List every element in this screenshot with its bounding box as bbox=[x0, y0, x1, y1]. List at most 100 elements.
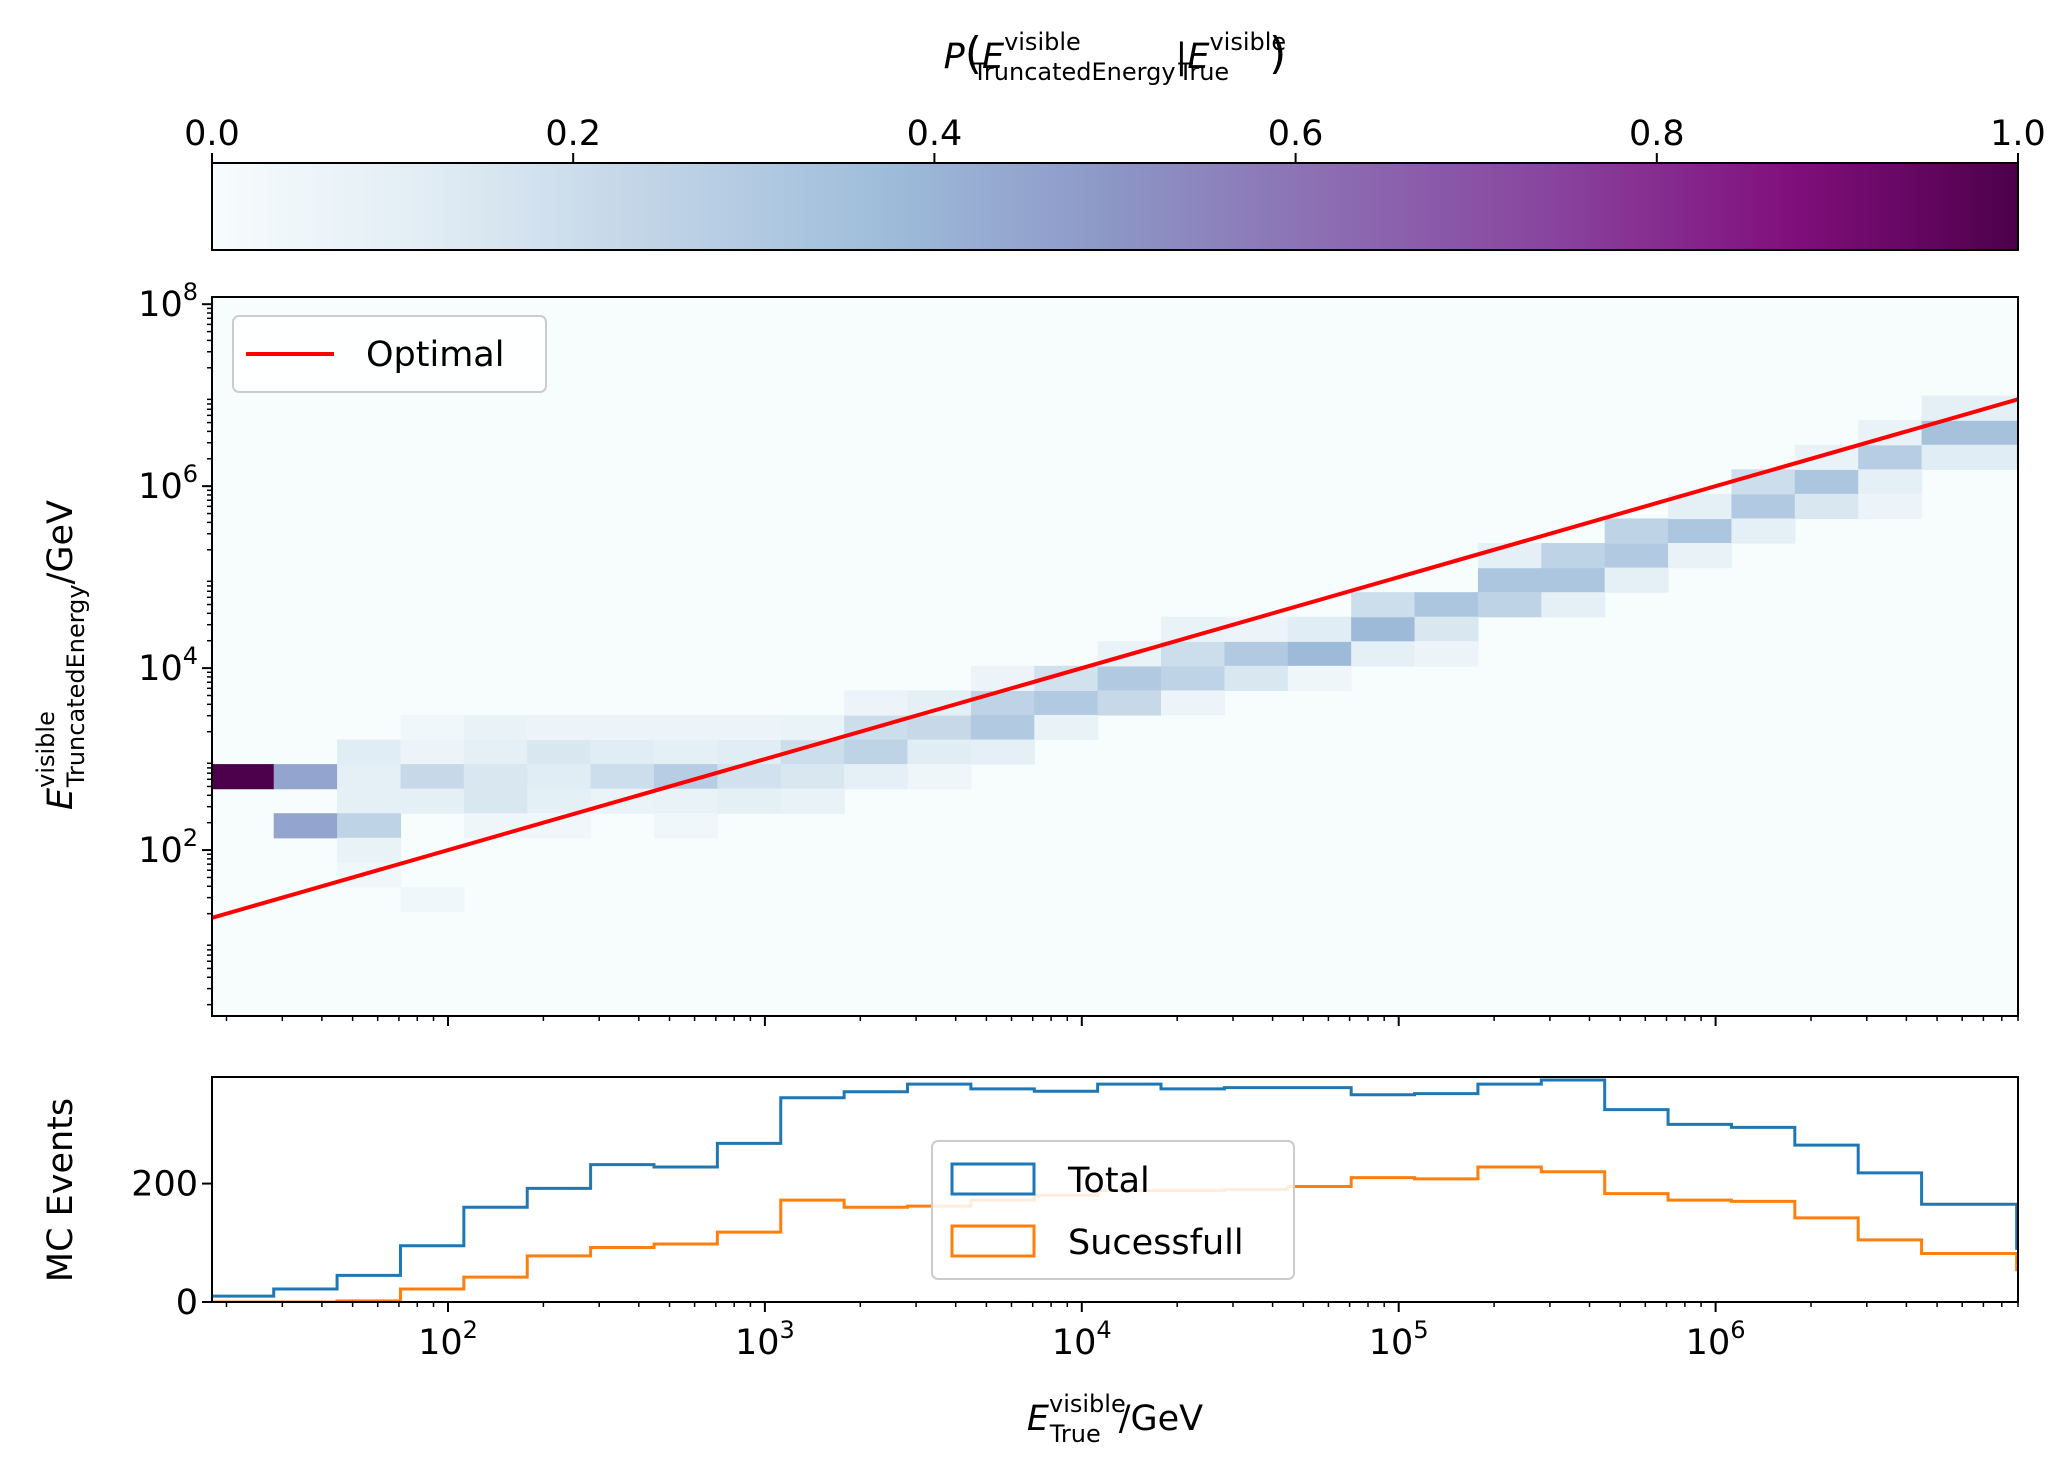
heatmap-cell bbox=[653, 788, 718, 814]
heatmap-ytick-label: 106 bbox=[138, 460, 198, 507]
heatmap-cell bbox=[1921, 395, 2018, 421]
heatmap-cell bbox=[1604, 518, 1669, 544]
heatmap-cell bbox=[1731, 518, 1796, 544]
colorbar-label: P(Evisible TruncatedEnergy|Evisible True) bbox=[944, 28, 1287, 86]
histogram-ytick-label: 0 bbox=[176, 1283, 198, 1323]
heatmap-cell bbox=[844, 690, 909, 716]
heatmap-cell bbox=[717, 788, 782, 814]
heatmap-cell bbox=[590, 714, 655, 741]
heatmap-cell bbox=[212, 764, 275, 790]
heatmap-cell bbox=[1224, 665, 1289, 692]
heatmap-cell bbox=[1794, 493, 1859, 520]
heatmap-cell bbox=[463, 813, 528, 839]
heatmap-cell bbox=[1477, 567, 1542, 593]
heatmap-cell bbox=[907, 739, 972, 765]
histogram-xtick-label: 105 bbox=[1369, 1316, 1429, 1363]
heatmap-cell bbox=[970, 739, 1035, 765]
heatmap-cell bbox=[337, 764, 402, 790]
histogram-xtick-label: 104 bbox=[1052, 1316, 1112, 1363]
heatmap-cell bbox=[717, 739, 782, 765]
heatmap-cell bbox=[1097, 690, 1162, 716]
heatmap-cell bbox=[273, 813, 338, 839]
heatmap-cell bbox=[780, 714, 845, 741]
heatmap-cell bbox=[1858, 493, 1923, 520]
heatmap-cell bbox=[970, 690, 1035, 716]
heatmap-cell bbox=[1668, 518, 1733, 544]
legend-total-swatch bbox=[950, 1162, 1036, 1196]
heatmap-cell bbox=[717, 714, 782, 741]
colorbar-tick-label: 1.0 bbox=[1990, 114, 2046, 154]
heatmap-ytick-label: 102 bbox=[138, 824, 198, 871]
heatmap-cell bbox=[1161, 641, 1226, 667]
heatmap-cell bbox=[907, 714, 972, 741]
histogram-xtick-label: 103 bbox=[735, 1316, 795, 1363]
heatmap-cell bbox=[780, 788, 845, 814]
heatmap-cell bbox=[463, 714, 528, 741]
heatmap-cell bbox=[1414, 616, 1479, 642]
heatmap-cell bbox=[1604, 567, 1669, 593]
heatmap-cell bbox=[1921, 444, 2018, 470]
heatmap-cell bbox=[527, 739, 592, 765]
heatmap-cell bbox=[527, 714, 592, 741]
heatmap-cell bbox=[1477, 592, 1542, 618]
histogram-legend: Total Sucessfull bbox=[931, 1140, 1295, 1280]
colorbar-gradient bbox=[211, 162, 2019, 251]
legend-sucessfull-label: Sucessfull bbox=[1068, 1223, 1244, 1263]
histogram-xtick-label: 102 bbox=[418, 1316, 478, 1363]
heatmap-cell bbox=[1161, 665, 1226, 692]
heatmap-cell bbox=[780, 764, 845, 790]
heatmap-cell bbox=[1794, 469, 1859, 495]
heatmap-cell bbox=[1351, 641, 1416, 667]
heatmap-cell bbox=[400, 788, 465, 814]
heatmap-cell bbox=[273, 764, 338, 790]
heatmap-ytick-label: 108 bbox=[138, 278, 198, 325]
heatmap-cell bbox=[1858, 444, 1923, 470]
histogram-panel: 0 200 102 103 104 105 106 MC Events Evisible Tr… bbox=[41, 1076, 2019, 1448]
heatmap-cell bbox=[1287, 616, 1352, 642]
heatmap-cell bbox=[1541, 543, 1606, 569]
heatmap-cell bbox=[527, 764, 592, 790]
histogram-ylabel: MC Events bbox=[41, 1098, 81, 1282]
heatmap-cell bbox=[1034, 714, 1099, 741]
colorbar-tick-label: 0.2 bbox=[545, 114, 601, 154]
optimal-line bbox=[212, 397, 2018, 920]
colorbar-tick-label: 0.0 bbox=[184, 114, 240, 154]
histogram-ytick-label: 200 bbox=[131, 1165, 198, 1205]
heatmap-cell bbox=[970, 665, 1035, 692]
heatmap-cell bbox=[1351, 592, 1416, 618]
heatmap-cell bbox=[1287, 641, 1352, 667]
heatmap-legend: Optimal bbox=[232, 315, 547, 393]
heatmap-cell bbox=[1541, 567, 1606, 593]
heatmap-cell bbox=[907, 764, 972, 790]
histogram-xtick-label: 106 bbox=[1686, 1316, 1746, 1363]
legend-total-label: Total bbox=[1067, 1161, 1150, 1201]
heatmap-cell bbox=[1668, 543, 1733, 569]
heatmap-cell bbox=[1351, 616, 1416, 642]
heatmap-cell bbox=[844, 739, 909, 765]
heatmap-cell bbox=[400, 886, 465, 913]
heatmap-cell bbox=[1604, 543, 1669, 569]
colorbar: P(Evisible TruncatedEnergy|Evisible True) … bbox=[184, 28, 2046, 251]
heatmap-cell bbox=[337, 813, 402, 839]
heatmap-cell bbox=[1034, 690, 1099, 716]
heatmap-cell bbox=[463, 788, 528, 814]
heatmap-cell bbox=[653, 739, 718, 765]
heatmap-cell bbox=[1287, 665, 1352, 692]
heatmap-cell bbox=[1414, 641, 1479, 667]
heatmap-cell bbox=[1224, 616, 1289, 642]
heatmap-cell bbox=[717, 764, 782, 790]
heatmap-cell bbox=[527, 788, 592, 814]
histogram-xlabel: Evisible True/GeV bbox=[1027, 1390, 1203, 1448]
heatmap-legend-box bbox=[232, 315, 547, 393]
heatmap-cell bbox=[590, 739, 655, 765]
heatmap-cell bbox=[1731, 493, 1796, 520]
heatmap-cell bbox=[590, 764, 655, 790]
heatmap-cell bbox=[1541, 592, 1606, 618]
heatmap-cell bbox=[400, 739, 465, 765]
heatmap-cell bbox=[1414, 592, 1479, 618]
colorbar-tick-label: 0.6 bbox=[1268, 114, 1324, 154]
heatmap-cell bbox=[1858, 469, 1923, 495]
heatmap-ytick-label: 104 bbox=[138, 642, 198, 689]
heatmap-cell bbox=[970, 714, 1035, 741]
heatmap-frame bbox=[211, 296, 2019, 1017]
